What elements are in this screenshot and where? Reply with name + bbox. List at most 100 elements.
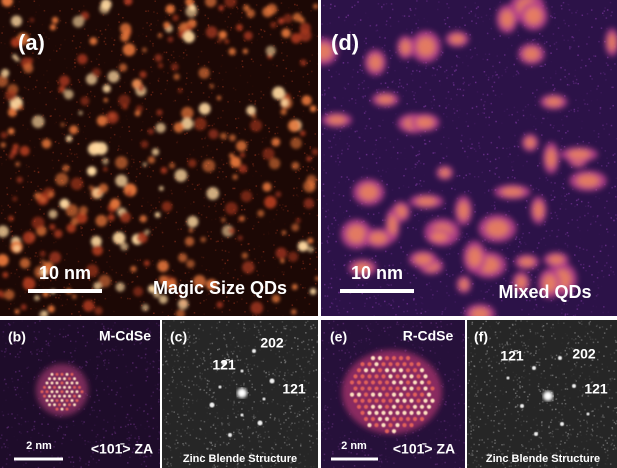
noise xyxy=(586,249,588,251)
noise xyxy=(329,22,331,24)
noise xyxy=(371,448,373,450)
noise xyxy=(417,27,419,29)
noise xyxy=(4,218,6,220)
noise xyxy=(560,149,562,151)
noise xyxy=(484,192,486,194)
noise xyxy=(60,416,62,418)
noise xyxy=(368,454,370,456)
noise xyxy=(247,218,249,220)
noise xyxy=(556,236,558,238)
noise xyxy=(464,403,466,405)
noise xyxy=(134,310,136,312)
noise xyxy=(17,414,19,416)
noise xyxy=(341,420,343,422)
noise xyxy=(416,0,418,2)
noise xyxy=(268,233,270,235)
noise xyxy=(109,350,111,352)
noise xyxy=(590,61,592,63)
noise xyxy=(6,463,8,465)
noise xyxy=(531,274,533,276)
noise xyxy=(583,249,585,251)
noise xyxy=(463,307,465,309)
noise xyxy=(223,201,225,203)
noise xyxy=(112,325,114,327)
noise xyxy=(148,216,150,218)
noise xyxy=(597,294,599,296)
noise xyxy=(268,128,270,130)
noise xyxy=(19,204,21,206)
noise xyxy=(424,174,426,176)
noise xyxy=(402,251,404,253)
quantum-dot xyxy=(307,238,313,244)
noise xyxy=(490,286,492,288)
noise xyxy=(431,101,433,103)
noise xyxy=(324,93,326,95)
atom-column xyxy=(406,356,410,360)
noise xyxy=(187,158,189,160)
noise xyxy=(22,404,24,406)
noise xyxy=(153,392,155,394)
noise xyxy=(110,221,112,223)
noise xyxy=(574,206,576,208)
noise xyxy=(67,156,69,158)
noise xyxy=(335,144,337,146)
noise xyxy=(133,394,135,396)
noise xyxy=(440,358,442,360)
noise xyxy=(125,231,127,233)
noise xyxy=(135,367,137,369)
noise xyxy=(125,92,127,94)
noise xyxy=(152,260,154,262)
noise xyxy=(131,384,133,386)
noise xyxy=(114,39,116,41)
noise xyxy=(211,92,213,94)
noise xyxy=(117,273,119,275)
noise xyxy=(142,197,144,199)
noise xyxy=(610,15,612,17)
noise xyxy=(206,299,208,301)
noise xyxy=(421,347,423,349)
noise xyxy=(366,125,368,127)
noise xyxy=(107,83,109,85)
noise xyxy=(99,410,101,412)
noise xyxy=(274,259,276,261)
noise xyxy=(391,253,393,255)
noise xyxy=(298,8,300,9)
noise xyxy=(479,13,481,15)
noise xyxy=(536,89,538,91)
noise xyxy=(24,252,26,254)
noise xyxy=(452,74,454,76)
noise xyxy=(216,149,218,151)
quantum-dot xyxy=(230,157,241,168)
noise xyxy=(6,47,8,49)
noise xyxy=(84,440,86,442)
noise xyxy=(18,393,20,395)
noise xyxy=(416,325,418,327)
noise xyxy=(606,262,608,264)
noise xyxy=(486,74,488,76)
noise xyxy=(391,336,393,338)
noise xyxy=(5,322,7,324)
noise xyxy=(489,8,491,10)
noise xyxy=(467,65,469,67)
noise xyxy=(71,153,73,155)
noise xyxy=(419,153,421,155)
noise xyxy=(345,181,347,183)
noise xyxy=(393,462,395,464)
noise xyxy=(355,343,357,345)
noise xyxy=(554,196,556,198)
noise xyxy=(245,89,247,91)
noise xyxy=(28,175,30,177)
noise xyxy=(209,270,211,272)
noise xyxy=(353,358,355,360)
noise xyxy=(66,426,68,428)
noise xyxy=(567,84,569,86)
noise xyxy=(79,171,81,173)
noise xyxy=(121,107,123,109)
noise xyxy=(471,295,473,297)
noise xyxy=(558,249,560,251)
noise xyxy=(336,213,338,215)
quantum-dot xyxy=(185,237,194,246)
noise xyxy=(435,433,437,435)
quantum-dot-core xyxy=(417,37,435,56)
noise xyxy=(463,235,465,237)
